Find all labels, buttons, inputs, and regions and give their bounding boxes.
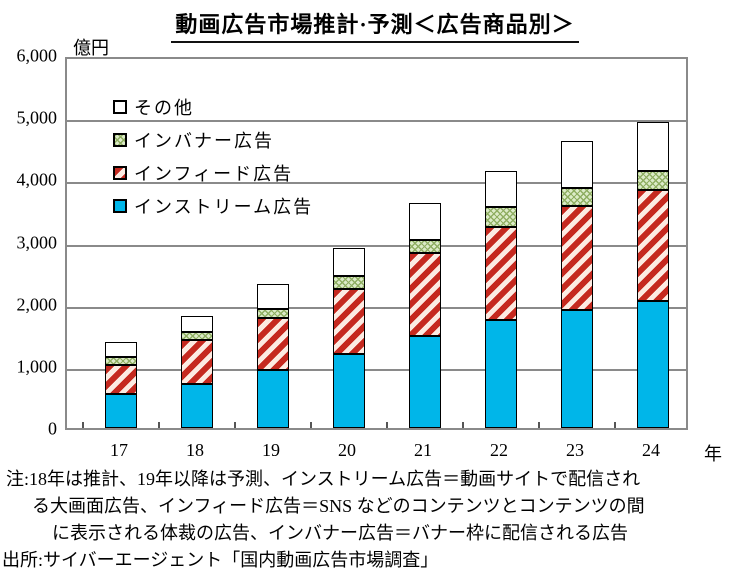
segment-インストリーム広告 xyxy=(105,393,137,428)
segment-インストリーム広告 xyxy=(485,320,517,428)
x-tick-label: 21 xyxy=(414,440,432,460)
legend-swatch-solid xyxy=(113,198,127,213)
legend-item: インバナー広告 xyxy=(113,123,313,156)
x-tick-label: 18 xyxy=(186,440,204,460)
segment-インバナー広告 xyxy=(181,331,213,341)
segment-インフィード広告 xyxy=(637,189,669,302)
plot-area xyxy=(65,57,688,430)
gridline xyxy=(67,306,686,309)
legend-item: インフィード広告 xyxy=(113,156,313,189)
segment-インバナー広告 xyxy=(561,188,593,207)
source-line: 出所:サイバーエージェント「国内動画広告市場調査」 xyxy=(2,550,439,570)
x-tick xyxy=(158,422,160,428)
x-tick-label: 20 xyxy=(338,440,356,460)
segment-インストリーム広告 xyxy=(561,309,593,428)
stacked-bar-21 xyxy=(409,202,441,428)
x-tick-label: 17 xyxy=(110,440,128,460)
segment-インバナー広告 xyxy=(257,308,289,318)
stacked-bar-22 xyxy=(485,170,517,428)
segment-インストリーム広告 xyxy=(181,384,213,428)
legend-label: インフィード広告 xyxy=(134,163,294,184)
segment-インバナー広告 xyxy=(485,207,517,228)
x-tick xyxy=(386,422,388,428)
segment-インフィード広告 xyxy=(333,288,365,355)
y-tick-label: 5,000 xyxy=(16,107,58,128)
title-row: 動画広告市場推計·予測＜広告商品別＞ xyxy=(0,7,750,43)
segment-その他 xyxy=(181,316,213,332)
segment-その他 xyxy=(257,284,289,309)
legend-swatch-none xyxy=(113,99,127,114)
stacked-bar-17 xyxy=(105,342,137,428)
segment-その他 xyxy=(409,202,441,240)
segment-その他 xyxy=(485,170,517,208)
x-tick xyxy=(462,422,464,428)
x-tick-label: 22 xyxy=(490,440,508,460)
segment-インフィード広告 xyxy=(409,253,441,336)
segment-その他 xyxy=(105,342,137,357)
gridline xyxy=(67,120,686,123)
x-tick xyxy=(234,422,236,428)
note-line: 注:18年は推計、19年以降は予測、インストリーム広告＝動画サイトで配信され xyxy=(6,469,641,489)
note-line: に表示される体裁の広告、インバナー広告＝バナー枠に配信される広告 xyxy=(52,523,628,543)
legend-item: その他 xyxy=(113,90,313,123)
gridline xyxy=(67,368,686,371)
x-tick xyxy=(310,422,312,428)
segment-インフィード広告 xyxy=(485,227,517,321)
segment-その他 xyxy=(637,121,669,171)
legend: その他インバナー広告 インフィード広告 インストリーム広告 xyxy=(113,90,313,222)
segment-インバナー広告 xyxy=(105,356,137,365)
x-tick-label: 24 xyxy=(642,440,660,460)
segment-インストリーム広告 xyxy=(409,336,441,428)
legend-swatch-stripes xyxy=(113,165,127,180)
chart-title: 動画広告市場推計·予測＜広告商品別＞ xyxy=(171,7,579,43)
stacked-bar-19 xyxy=(257,284,289,428)
segment-インストリーム広告 xyxy=(333,354,365,428)
y-tick-label: 6,000 xyxy=(16,45,58,66)
gridline xyxy=(67,182,686,185)
stacked-bar-23 xyxy=(561,141,593,428)
segment-インストリーム広告 xyxy=(257,370,289,428)
footnotes: 注:18年は推計、19年以降は予測、インストリーム広告＝動画サイトで配信され る… xyxy=(2,466,748,574)
y-tick-label: 3,000 xyxy=(16,231,58,252)
y-axis-unit-label: 億円 xyxy=(73,38,109,58)
segment-インバナー広告 xyxy=(333,276,365,289)
note-line: る大画面広告、インフィード広告＝SNS などのコンテンツとコンテンツの間 xyxy=(32,496,645,516)
x-tick-label: 23 xyxy=(566,440,584,460)
x-tick-label: 19 xyxy=(262,440,280,460)
segment-インバナー広告 xyxy=(637,170,669,190)
segment-インバナー広告 xyxy=(409,239,441,254)
legend-item: インストリーム広告 xyxy=(113,189,313,222)
gridline xyxy=(67,244,686,247)
legend-label: その他 xyxy=(134,97,194,118)
segment-インフィード広告 xyxy=(561,206,593,310)
legend-swatch-crosshatch xyxy=(113,132,127,147)
segment-インフィード広告 xyxy=(181,340,213,385)
segment-インフィード広告 xyxy=(105,364,137,394)
legend-label: インストリーム広告 xyxy=(134,196,314,217)
y-tick-label: 1,000 xyxy=(16,356,58,377)
x-tick xyxy=(82,422,84,428)
x-tick xyxy=(538,422,540,428)
stacked-bar-18 xyxy=(181,316,213,428)
stacked-bar-20 xyxy=(333,247,365,428)
segment-インストリーム広告 xyxy=(637,301,669,428)
segment-その他 xyxy=(333,247,365,277)
segment-その他 xyxy=(561,141,593,189)
x-axis-unit-label: 年 xyxy=(704,444,722,464)
segment-インフィード広告 xyxy=(257,317,289,371)
legend-label: インバナー広告 xyxy=(134,130,274,151)
y-tick-label: 2,000 xyxy=(16,294,58,315)
stacked-bar-24 xyxy=(637,121,669,428)
y-tick-label: 0 xyxy=(48,418,57,439)
y-tick-label: 4,000 xyxy=(16,169,58,190)
x-tick xyxy=(614,422,616,428)
